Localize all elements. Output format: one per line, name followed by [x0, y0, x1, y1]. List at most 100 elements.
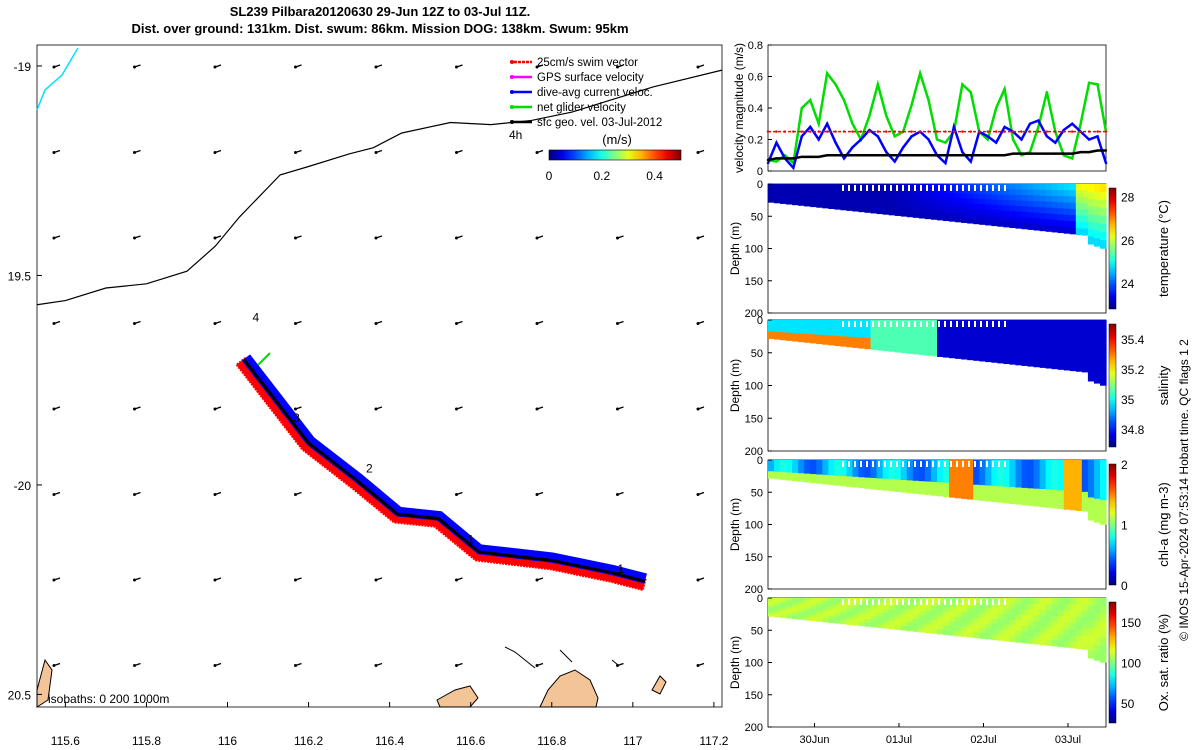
section-cell — [810, 195, 817, 199]
sfc-velocity-arrowhead — [616, 236, 619, 240]
section-cell — [1069, 635, 1077, 643]
section-cell — [1093, 367, 1101, 376]
velocity-point — [766, 161, 770, 165]
section-y-tick-label: 100 — [745, 658, 763, 670]
section-cell — [1033, 320, 1041, 327]
section-cell — [792, 603, 799, 607]
section-cell — [1087, 504, 1095, 514]
section-cell — [967, 627, 974, 633]
section-cell — [840, 620, 848, 625]
section-cell — [774, 198, 781, 201]
section-cell — [768, 190, 775, 194]
section-cell — [949, 211, 956, 218]
section-cell — [786, 193, 793, 198]
sfc-velocity-arrowhead — [696, 493, 700, 496]
section-cell — [924, 460, 932, 465]
section-cell — [1063, 326, 1071, 334]
section-cell — [1057, 190, 1065, 197]
velocity-point — [1045, 91, 1049, 94]
section-cell — [955, 334, 962, 340]
section-cell — [985, 184, 992, 190]
section-cell — [852, 604, 860, 609]
section-cell — [973, 602, 980, 609]
section-cell — [900, 207, 908, 213]
section-cell — [1033, 465, 1041, 473]
sfc-velocity-arrowhead — [535, 407, 539, 411]
section-cell — [949, 492, 956, 498]
section-cell — [906, 484, 914, 490]
velocity-point — [1028, 122, 1032, 125]
velocity-y-tick-label: 0.2 — [748, 135, 763, 147]
section-cell — [900, 203, 908, 209]
section-cell — [991, 220, 998, 227]
velocity-point — [800, 135, 803, 138]
section-cell — [1075, 491, 1083, 499]
section-cell — [804, 336, 811, 341]
section-cell — [912, 476, 920, 482]
section-cell — [949, 625, 956, 632]
section-cell — [834, 598, 842, 602]
section-cell — [900, 598, 908, 603]
velocity-point — [817, 138, 820, 141]
section-cell — [1057, 604, 1065, 611]
velocity-point — [766, 158, 770, 162]
section-cell — [924, 214, 932, 220]
section-y-tick-label: 50 — [751, 211, 763, 223]
section-cell — [997, 184, 1004, 190]
section-cell — [1087, 373, 1095, 382]
section-cell — [991, 480, 998, 487]
section-cell — [1027, 482, 1035, 489]
section-cell — [967, 469, 974, 476]
section-cell — [780, 322, 787, 326]
section-cell — [912, 332, 920, 338]
section-cell — [1057, 202, 1065, 209]
section-cell — [786, 474, 793, 479]
section-cell — [864, 619, 872, 624]
section-cell — [912, 622, 920, 628]
section-cell — [979, 189, 986, 195]
velocity-point — [1071, 130, 1074, 133]
section-cell — [1069, 345, 1077, 353]
section-cell — [828, 478, 835, 482]
section-cell — [798, 333, 805, 337]
map-colorbar-tick-label: 0.4 — [646, 169, 663, 183]
section-cell — [1075, 610, 1083, 618]
section-cell — [1027, 499, 1035, 506]
section-cell — [786, 615, 793, 619]
section-cell — [822, 615, 829, 620]
section-cell — [804, 462, 811, 467]
section-cell — [822, 186, 829, 191]
section-cell — [973, 489, 980, 496]
section-cell — [1099, 208, 1107, 217]
sfc-velocity-arrowhead — [696, 151, 700, 154]
section-cell — [876, 620, 884, 625]
section-cell — [991, 634, 998, 641]
section-cell — [991, 598, 998, 604]
section-cell — [991, 618, 998, 625]
section-cell — [822, 338, 829, 342]
velocity-point — [792, 130, 795, 133]
sfc-velocity-arrowhead — [374, 236, 378, 240]
sfc-velocity-arrowhead — [696, 664, 700, 667]
section-cell — [1087, 206, 1095, 215]
section-cell — [1069, 622, 1077, 630]
velocity-point — [825, 130, 829, 133]
section-cell — [786, 605, 793, 609]
section-cell — [991, 491, 998, 497]
section-cell — [912, 196, 920, 202]
section-cell — [979, 613, 986, 619]
section-cell — [1003, 358, 1011, 365]
section-cell — [1027, 465, 1035, 472]
velocity-point — [1011, 138, 1015, 141]
section-cell — [798, 325, 805, 329]
sfc-velocity-arrowhead — [374, 65, 378, 69]
section-y-tick-label: 150 — [745, 413, 763, 425]
section-cell — [1075, 196, 1083, 204]
section-cell — [985, 490, 992, 497]
section-cell — [961, 212, 968, 219]
section-cell — [906, 200, 914, 205]
section-cell — [930, 473, 938, 479]
section-cell — [1063, 466, 1071, 473]
section-colorbar-tick-label: 34.8 — [1121, 423, 1145, 437]
section-cell — [967, 494, 974, 500]
